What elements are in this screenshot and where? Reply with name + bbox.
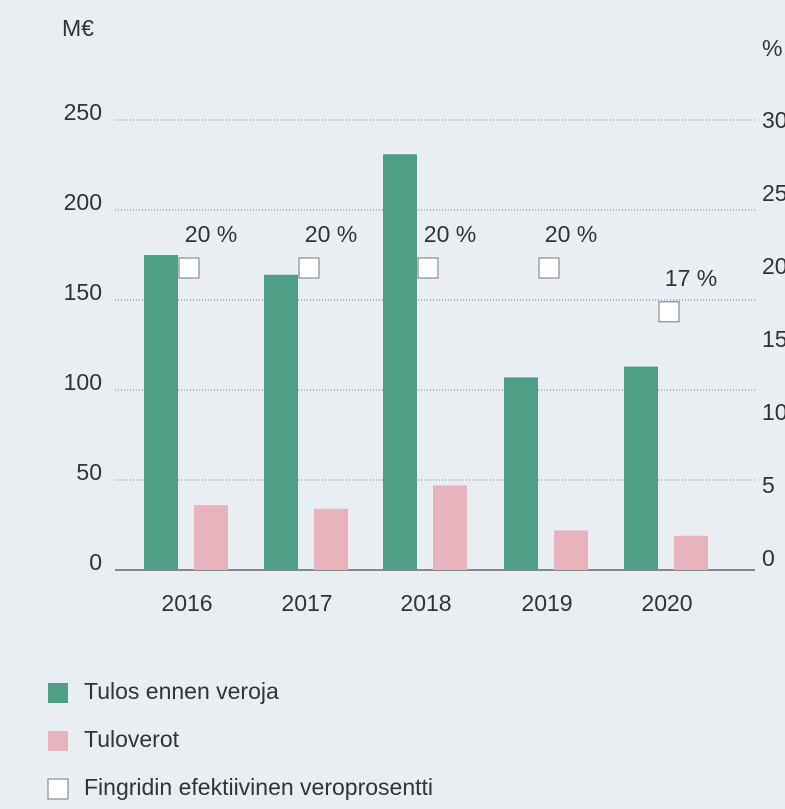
legend-swatch xyxy=(48,731,68,751)
x-tick-label: 2018 xyxy=(400,590,451,616)
x-tick-label: 2016 xyxy=(161,590,212,616)
y-tick-label: 100 xyxy=(64,369,102,395)
bar xyxy=(624,366,658,570)
data-label: 20 % xyxy=(545,221,597,247)
rate-marker xyxy=(298,257,320,279)
y-tick-label: 250 xyxy=(64,99,102,125)
bar xyxy=(314,508,348,570)
y-tick-label: 200 xyxy=(64,189,102,215)
bar xyxy=(194,505,228,570)
data-label: 20 % xyxy=(185,221,237,247)
y2-tick-label: 5 xyxy=(762,472,775,498)
y2-tick-label: 25 xyxy=(762,180,785,206)
data-label: 20 % xyxy=(305,221,357,247)
rate-marker xyxy=(417,257,439,279)
y2-tick-label: 10 xyxy=(762,399,785,425)
bar xyxy=(383,154,417,570)
rate-marker xyxy=(178,257,200,279)
y2-axis-label: % xyxy=(762,35,782,61)
y-tick-label: 150 xyxy=(64,279,102,305)
bar xyxy=(554,530,588,570)
data-label: 20 % xyxy=(424,221,476,247)
data-label: 17 % xyxy=(665,265,717,291)
legend-swatch xyxy=(47,778,69,800)
rate-marker xyxy=(658,301,680,323)
bar xyxy=(674,535,708,570)
y2-tick-label: 30 xyxy=(762,107,785,133)
y-tick-label: 0 xyxy=(89,549,102,575)
x-tick-label: 2019 xyxy=(521,590,572,616)
x-tick-label: 2020 xyxy=(641,590,692,616)
legend-label: Fingridin efektiivinen veroprosentti xyxy=(84,774,433,800)
legend-label: Tulos ennen veroja xyxy=(84,678,279,704)
x-tick-label: 2017 xyxy=(281,590,332,616)
bar xyxy=(433,485,467,570)
rate-marker xyxy=(538,257,560,279)
y-tick-label: 50 xyxy=(76,459,102,485)
bar xyxy=(144,255,178,570)
bar xyxy=(264,274,298,570)
y2-tick-label: 15 xyxy=(762,326,785,352)
bar xyxy=(504,377,538,570)
legend-label: Tuloverot xyxy=(84,726,180,752)
legend-swatch xyxy=(48,683,68,703)
y-axis-label: M€ xyxy=(62,15,94,41)
y2-tick-label: 0 xyxy=(762,545,775,571)
y2-tick-label: 20 xyxy=(762,253,785,279)
